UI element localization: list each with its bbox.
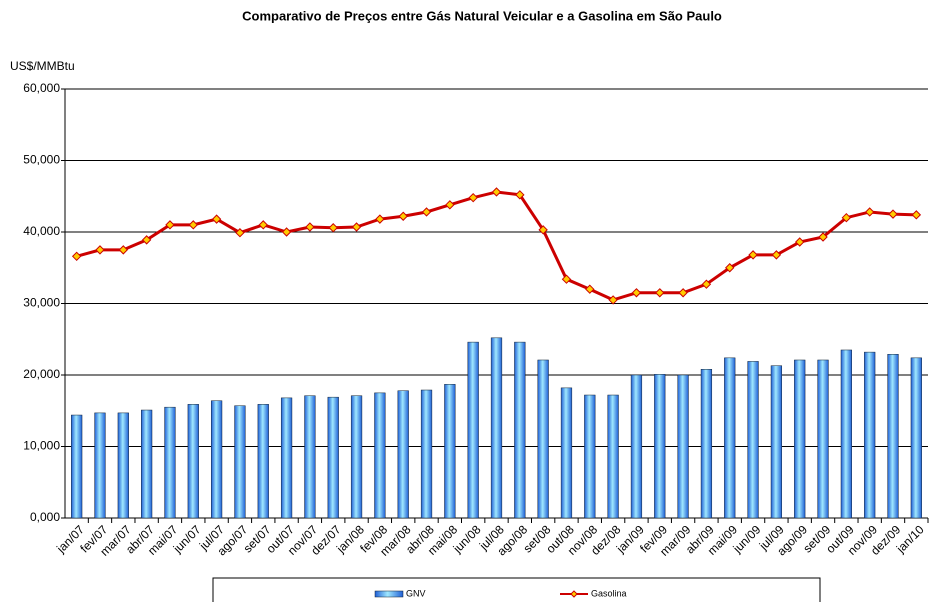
marker <box>561 274 572 284</box>
bar <box>444 384 456 519</box>
marker <box>725 263 735 273</box>
bar <box>560 387 573 519</box>
marker <box>631 288 642 298</box>
bar <box>864 351 876 519</box>
bar <box>490 337 503 519</box>
y-tick-label: 30,000 <box>23 296 60 310</box>
bar <box>420 389 433 519</box>
bar <box>327 396 339 519</box>
marker <box>141 235 152 245</box>
bar <box>887 354 899 519</box>
bar <box>817 359 829 519</box>
marker <box>795 237 805 247</box>
marker <box>468 192 478 203</box>
y-tick-label: 20,000 <box>23 367 60 381</box>
marker <box>305 222 315 232</box>
bar <box>537 359 549 519</box>
bar <box>770 365 783 519</box>
marker <box>888 209 898 219</box>
marker <box>118 245 129 255</box>
marker <box>71 251 82 262</box>
bar <box>234 405 246 519</box>
bar <box>141 409 153 519</box>
marker <box>375 214 385 224</box>
chart-title: Comparativo de Preços entre Gás Natural … <box>242 8 722 23</box>
bar <box>350 395 363 519</box>
bar <box>257 404 269 519</box>
marker <box>585 284 595 294</box>
legend-label: GNV <box>406 588 426 598</box>
bar <box>187 404 199 519</box>
marker <box>678 288 688 298</box>
marker <box>841 212 852 223</box>
bar <box>514 341 526 519</box>
marker <box>818 232 828 242</box>
bar <box>910 357 922 519</box>
marker <box>188 220 198 230</box>
legend-box <box>212 577 821 602</box>
marker <box>445 200 455 210</box>
y-tick-label: 10,000 <box>23 439 60 453</box>
bar <box>607 394 619 519</box>
bar <box>630 374 643 519</box>
bar <box>374 392 386 519</box>
marker <box>95 245 105 255</box>
marker <box>258 220 268 230</box>
marker <box>515 190 525 200</box>
bar <box>280 397 293 519</box>
marker <box>235 228 245 238</box>
marker <box>771 250 782 260</box>
bar <box>840 349 852 519</box>
bar <box>467 341 479 519</box>
bar <box>724 357 736 519</box>
y-tick-label: 0,000 <box>30 510 60 524</box>
marker <box>748 250 758 260</box>
y-tick-label: 60,000 <box>23 81 60 95</box>
bar <box>304 395 316 519</box>
bar <box>677 374 689 519</box>
legend-swatch <box>374 590 404 598</box>
bar <box>164 406 176 519</box>
legend-label: Gasolina <box>591 588 627 598</box>
marker <box>655 288 665 298</box>
y-axis-label: US$/MMBtu <box>10 59 75 73</box>
marker <box>281 227 292 237</box>
bar <box>584 394 596 519</box>
marker <box>398 211 408 221</box>
bar <box>747 361 759 519</box>
bar <box>94 412 106 519</box>
y-tick-label: 40,000 <box>23 224 60 238</box>
line <box>76 190 917 302</box>
bar <box>700 369 713 519</box>
marker <box>608 295 618 305</box>
marker <box>211 214 222 224</box>
bar <box>794 359 806 519</box>
marker <box>421 207 432 217</box>
bar <box>71 414 83 519</box>
marker <box>328 223 338 233</box>
marker <box>701 279 712 289</box>
legend-marker <box>570 590 578 598</box>
marker <box>864 207 875 217</box>
bar <box>654 374 666 519</box>
marker <box>538 225 548 235</box>
marker <box>491 187 502 197</box>
bar <box>397 390 409 519</box>
marker <box>165 220 175 230</box>
bar <box>117 412 129 519</box>
marker <box>911 210 922 220</box>
bar <box>210 400 223 519</box>
marker <box>351 222 362 232</box>
y-tick-label: 50,000 <box>23 153 60 167</box>
